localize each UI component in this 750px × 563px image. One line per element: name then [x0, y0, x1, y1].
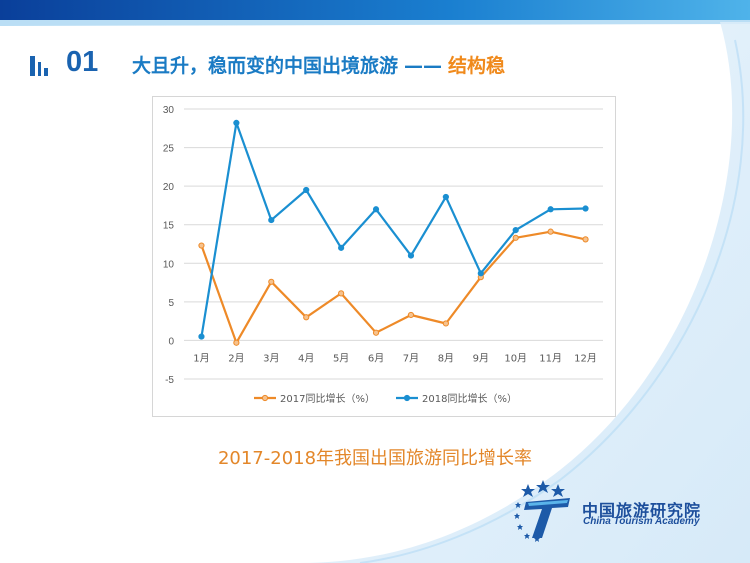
- legend-label: 2017同比增长（%）: [280, 392, 375, 405]
- chart-caption: 2017-2018年我国出国旅游同比增长率: [217, 448, 533, 469]
- x-tick-label: 9月: [473, 352, 489, 364]
- data-point: [582, 236, 589, 243]
- y-tick-label: 0: [168, 336, 174, 347]
- logo-name-cn: 中国旅游研究院: [582, 501, 702, 520]
- y-tick-label: -5: [165, 375, 174, 386]
- section-number: 01: [66, 46, 99, 78]
- x-tick-label: 4月: [298, 352, 314, 364]
- x-tick-label: 1月: [193, 352, 209, 364]
- x-tick-label: 12月: [574, 352, 597, 364]
- legend-swatch-marker: [261, 394, 269, 402]
- data-point: [407, 252, 415, 259]
- data-point: [233, 339, 240, 346]
- x-tick-label: 5月: [333, 352, 349, 364]
- academy-logo-icon: [514, 480, 570, 542]
- series-line-2: [200, 121, 586, 337]
- chart-panel: 30 25 20 15 10 5 0 -5 1月 2月 3月 4月 5月 6月 7月 8月 9月 10月 11月 12…: [152, 96, 616, 417]
- x-tick-label: 2月: [228, 352, 244, 364]
- x-tick-label: 8月: [438, 352, 454, 364]
- data-point: [512, 227, 519, 234]
- data-point: [372, 206, 380, 213]
- data-point: [442, 193, 449, 201]
- data-point: [442, 320, 449, 327]
- y-tick-label: 30: [163, 105, 175, 116]
- section-title: 大且升，稳而变的中国出境旅游 —— 结构稳: [132, 51, 505, 78]
- x-tick-label: 11月: [539, 352, 562, 364]
- data-point: [198, 242, 205, 249]
- title-dash: ——: [404, 55, 443, 77]
- data-point: [547, 206, 554, 213]
- y-tick-label: 25: [163, 144, 175, 155]
- data-point: [233, 119, 240, 126]
- data-point: [268, 278, 275, 285]
- data-point: [547, 228, 554, 235]
- data-point: [512, 234, 519, 241]
- data-point: [338, 244, 345, 251]
- x-tick-label: 7月: [403, 352, 419, 364]
- y-tick-label: 15: [163, 221, 175, 232]
- data-point: [338, 290, 345, 297]
- y-tick-label: 5: [168, 298, 174, 309]
- title-subtitle: 结构稳: [448, 55, 506, 77]
- y-tick-label: 10: [163, 259, 175, 270]
- x-tick-label: 3月: [263, 352, 279, 364]
- legend-swatch-marker: [403, 394, 411, 402]
- data-point: [372, 329, 380, 336]
- legend-label: 2018同比增长（%）: [422, 392, 517, 405]
- data-point: [268, 216, 275, 224]
- title-main: 大且升，稳而变的中国出境旅游: [132, 55, 399, 77]
- data-point: [303, 186, 310, 194]
- data-point: [582, 205, 589, 212]
- data-point: [303, 314, 310, 321]
- logo-name-en: China Tourism Academy: [583, 516, 700, 527]
- y-tick-label: 20: [163, 182, 175, 193]
- series-line-1: [200, 230, 586, 344]
- x-tick-label: 10月: [504, 352, 527, 364]
- header-bars-icon: [30, 56, 48, 76]
- data-point: [477, 270, 484, 277]
- x-tick-label: 6月: [368, 352, 384, 364]
- line-chart: 30 25 20 15 10 5 0 -5 1月 2月 3月 4月 5月 6月 7月 8月 9月 10月 11月 12…: [163, 105, 603, 405]
- data-point: [407, 311, 415, 319]
- data-point: [198, 333, 205, 340]
